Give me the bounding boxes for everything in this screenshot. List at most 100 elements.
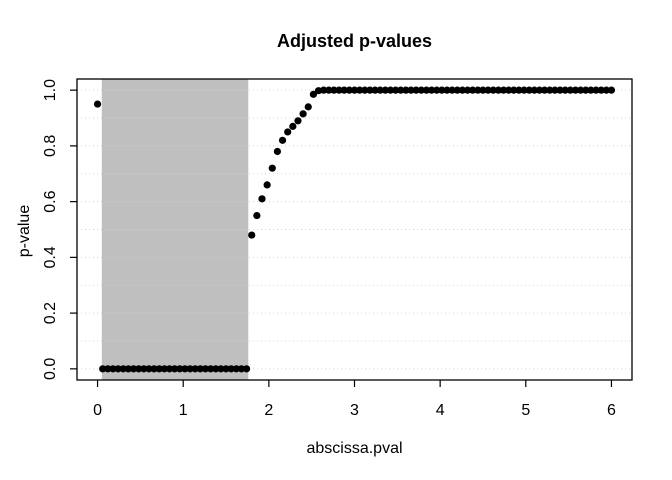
data-point [592, 86, 600, 94]
data-point [484, 86, 492, 94]
data-point [417, 86, 425, 94]
data-point [381, 86, 389, 94]
data-point [109, 365, 117, 373]
data-point [366, 86, 374, 94]
y-tick-label: 0.2 [42, 302, 59, 324]
data-point [566, 86, 574, 94]
data-point [489, 86, 497, 94]
data-point [237, 365, 246, 373]
x-tick-label: 3 [350, 402, 359, 419]
data-point [93, 100, 102, 108]
data-point [217, 365, 225, 373]
data-point [541, 86, 549, 94]
data-point [196, 365, 204, 373]
chart-title: Adjusted p-values [277, 31, 432, 51]
data-point [556, 86, 564, 94]
x-tick-label: 2 [264, 402, 273, 419]
x-tick-label: 5 [521, 402, 530, 419]
data-point [422, 86, 431, 94]
data-point [273, 147, 282, 156]
data-point [510, 86, 518, 94]
data-point [248, 231, 256, 239]
data-point [309, 90, 317, 98]
data-point [186, 365, 194, 373]
data-point [289, 122, 297, 130]
data-point [263, 181, 271, 189]
data-point [294, 117, 302, 125]
data-point [402, 86, 410, 94]
data-point [546, 86, 554, 94]
data-point [427, 86, 436, 94]
data-point [119, 365, 127, 373]
data-point [320, 86, 328, 94]
data-point [99, 365, 107, 373]
data-point [448, 86, 456, 94]
data-point [345, 86, 353, 94]
y-axis-label: p-value [16, 205, 33, 258]
data-point [340, 86, 348, 94]
data-point [582, 86, 590, 94]
data-point [397, 86, 405, 94]
x-tick-label: 1 [179, 402, 188, 419]
data-point [443, 86, 451, 94]
shaded-region [101, 79, 249, 380]
data-point [325, 86, 333, 94]
data-point [129, 365, 138, 373]
data-point [191, 365, 199, 373]
data-point [602, 86, 610, 94]
data-point [577, 86, 585, 94]
data-point [222, 365, 230, 373]
data-point [201, 365, 210, 373]
data-point [587, 86, 595, 94]
data-point [335, 86, 343, 94]
data-point [150, 365, 158, 373]
data-point [171, 365, 179, 373]
data-point [530, 86, 538, 94]
data-point [525, 86, 533, 94]
data-point [104, 365, 112, 373]
x-axis-group: 0 1 2 3 4 5 6 [93, 380, 616, 419]
data-point [155, 365, 163, 373]
data-point [479, 86, 487, 94]
data-point [392, 86, 400, 94]
data-point [433, 86, 441, 94]
data-point [253, 211, 261, 220]
data-point [469, 86, 477, 94]
data-point [361, 86, 369, 94]
data-point [551, 86, 559, 94]
y-tick-label: 0.0 [42, 358, 59, 380]
data-point [114, 365, 122, 373]
data-point [304, 103, 312, 111]
x-tick-label: 6 [607, 402, 616, 419]
data-point [160, 365, 168, 373]
y-tick-label: 0.8 [42, 135, 59, 157]
data-point [499, 86, 508, 94]
x-axis-label: abscissa.pval [306, 440, 402, 457]
data-point [407, 86, 415, 94]
x-tick-label: 4 [436, 402, 445, 419]
data-point [258, 195, 266, 203]
data-point [376, 86, 384, 94]
data-point [242, 365, 251, 373]
x-tick-label: 0 [93, 402, 102, 419]
data-point [212, 365, 220, 373]
data-point [278, 136, 287, 144]
data-point [535, 86, 544, 94]
data-point [124, 365, 132, 373]
data-point [299, 110, 307, 118]
data-point [227, 365, 235, 373]
data-point [571, 86, 580, 94]
data-point [458, 86, 467, 94]
data-point [207, 365, 215, 373]
data-point [494, 86, 502, 94]
data-point [176, 365, 184, 373]
y-axis-group: 0.0 0.2 0.4 0.6 0.8 1.0 [42, 79, 77, 380]
data-points-group [93, 86, 616, 373]
data-point [386, 86, 395, 94]
data-point [438, 86, 446, 94]
data-point [520, 86, 528, 94]
data-point [561, 86, 569, 94]
data-point [515, 86, 523, 94]
y-tick-label: 0.6 [42, 190, 59, 212]
